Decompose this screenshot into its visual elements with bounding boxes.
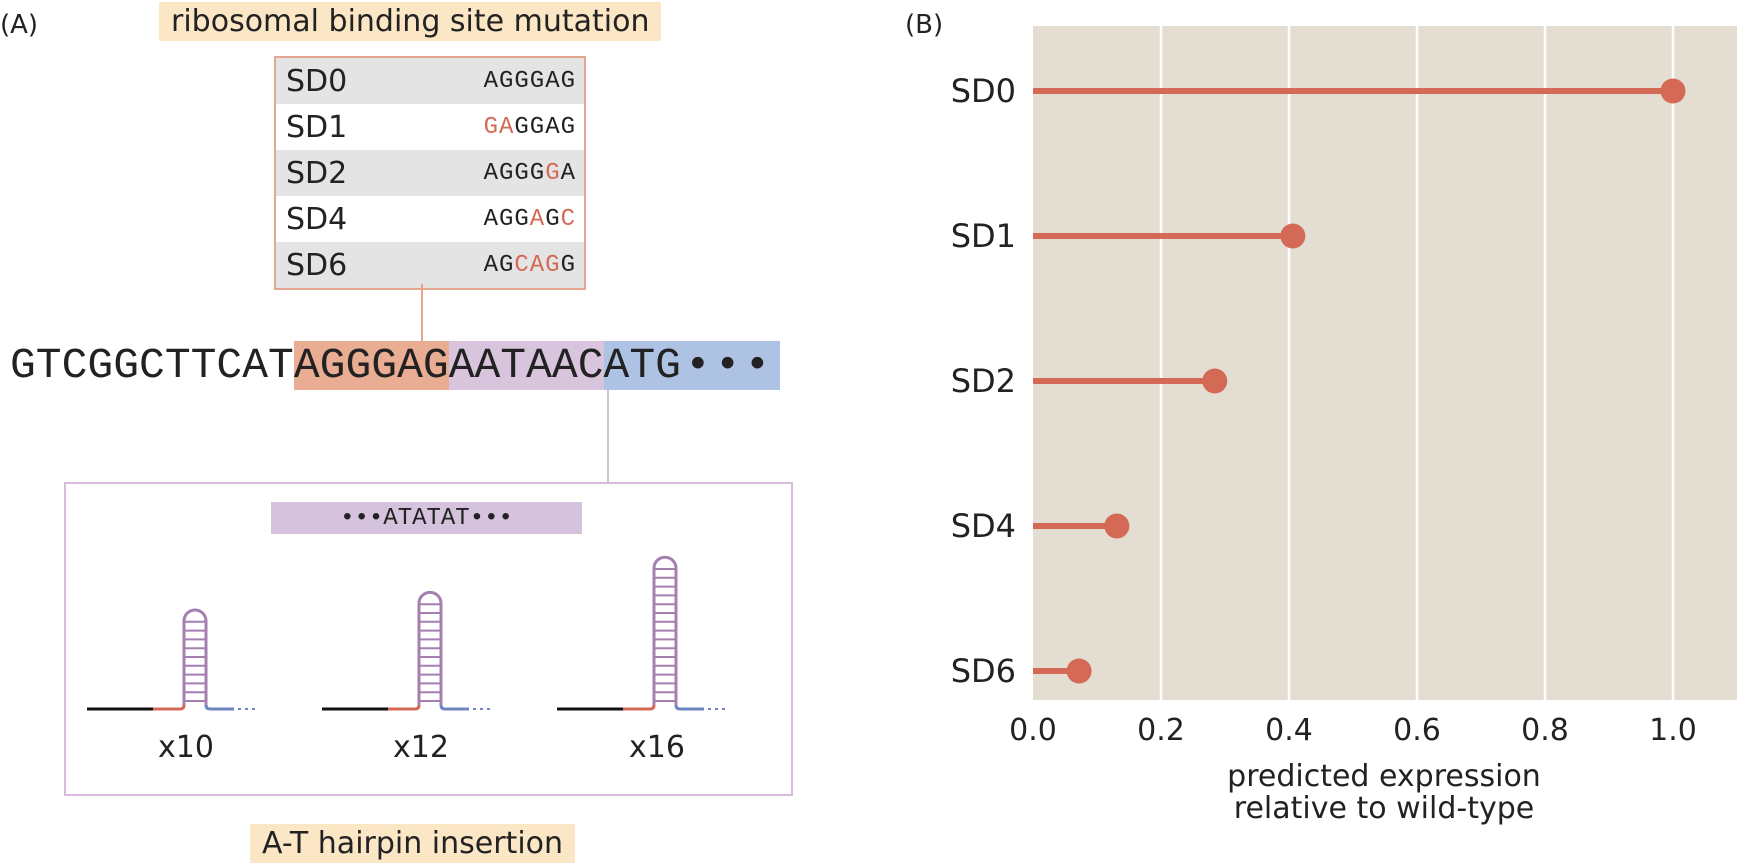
sd-sequence: AGCAGG xyxy=(484,252,576,279)
wildtype-bases: AG xyxy=(483,251,515,279)
coding-strand xyxy=(204,704,234,711)
sd-name: SD1 xyxy=(286,109,348,145)
hairpin-label-x10: x10 xyxy=(158,730,214,765)
rbs-strand xyxy=(388,704,421,711)
sd-sequence: AGGGAG xyxy=(484,68,576,95)
wildtype-bases: AGG xyxy=(483,205,530,233)
x-tick-label: 1.0 xyxy=(1649,713,1697,748)
y-tick-label: SD0 xyxy=(951,72,1016,110)
insertion-sequence: •••ATATAT••• xyxy=(271,502,582,534)
sequence-start-codon: ATG xyxy=(603,340,681,390)
lollipop-dot xyxy=(1280,223,1306,249)
sd-name: SD0 xyxy=(286,63,348,99)
x-tick-label: 0.6 xyxy=(1393,713,1441,748)
dna-sequence: GTCGGCTTCAT AGGGAG AATAAC ATG ••• xyxy=(10,340,781,390)
wildtype-bases: A xyxy=(560,159,576,187)
sd-row-sd1: SD1 GAGGAG xyxy=(276,104,584,150)
hairpin-label-x12: x12 xyxy=(393,730,449,765)
sd-sequence: AGGGGA xyxy=(484,160,576,187)
x-axis-label: predicted expression xyxy=(1227,759,1541,794)
lollipop-dot xyxy=(1104,513,1130,539)
mutated-bases: A xyxy=(529,205,546,233)
sd-row-sd6: SD6 AGCAGG xyxy=(276,242,584,288)
y-tick-label: SD4 xyxy=(951,507,1016,545)
sd-row-sd0: SD0 AGGGAG xyxy=(276,58,584,104)
x-tick-label: 0.2 xyxy=(1137,713,1185,748)
mutated-bases: GA xyxy=(483,113,515,141)
y-tick-label: SD1 xyxy=(951,217,1016,255)
plot-background xyxy=(1033,26,1737,700)
lollipop-dot xyxy=(1202,368,1228,394)
rbs-strand xyxy=(623,704,656,711)
hairpin-stem-loop xyxy=(652,555,678,705)
y-tick-label: SD2 xyxy=(951,362,1016,400)
rbs-strand xyxy=(153,704,186,711)
mutated-bases: G xyxy=(545,159,561,187)
sd-sequence: GAGGAG xyxy=(484,114,576,141)
sd-row-sd4: SD4 AGGAGC xyxy=(276,196,584,242)
sd-name: SD4 xyxy=(286,201,348,237)
panel-b-label: (B) xyxy=(905,10,944,40)
sequence-prefix: GTCGGCTTCAT xyxy=(10,340,294,390)
mutated-bases: CAG xyxy=(514,251,561,279)
sequence-spacer: AATAAC xyxy=(448,340,604,390)
sd-row-sd2: SD2 AGGGGA xyxy=(276,150,584,196)
wildtype-bases: GGAG xyxy=(514,113,576,141)
sd-name: SD2 xyxy=(286,155,348,191)
sd-variant-table: SD0 AGGGAG SD1 GAGGAG SD2 AGGGGA SD4 AGGAGC SD6 A… xyxy=(274,56,586,290)
hairpin-label-x16: x16 xyxy=(629,730,685,765)
hairpin-insertion-title: A-T hairpin insertion xyxy=(250,824,576,863)
sequence-ellipsis: ••• xyxy=(680,340,781,390)
connector-lines xyxy=(421,284,609,482)
lollipop-dot xyxy=(1066,658,1092,684)
rbs-mutation-title: ribosomal binding site mutation xyxy=(159,2,662,41)
lollipop-dot xyxy=(1660,78,1686,104)
sequence-rbs: AGGGAG xyxy=(293,340,449,390)
sd-sequence: AGGAGC xyxy=(484,206,576,233)
x-tick-label: 0.8 xyxy=(1521,713,1569,748)
mutated-bases: C xyxy=(560,205,576,233)
sd-name: SD6 xyxy=(286,247,348,283)
coding-strand xyxy=(439,704,469,711)
hairpin-stem-loop xyxy=(182,608,208,705)
wildtype-bases: G xyxy=(545,205,561,233)
hairpin-stem-loop xyxy=(417,590,443,705)
y-tick-label: SD6 xyxy=(951,652,1016,690)
x-tick-label: 0.4 xyxy=(1265,713,1313,748)
coding-strand xyxy=(674,704,704,711)
panel-a-label: (A) xyxy=(0,10,39,40)
hairpin-diagrams xyxy=(87,555,728,711)
wildtype-bases: G xyxy=(560,251,576,279)
wildtype-bases: AGGG xyxy=(483,159,546,187)
x-axis-label: relative to wild-type xyxy=(1234,791,1534,826)
wildtype-bases: AGGGAG xyxy=(483,67,576,95)
x-tick-label: 0.0 xyxy=(1009,713,1057,748)
